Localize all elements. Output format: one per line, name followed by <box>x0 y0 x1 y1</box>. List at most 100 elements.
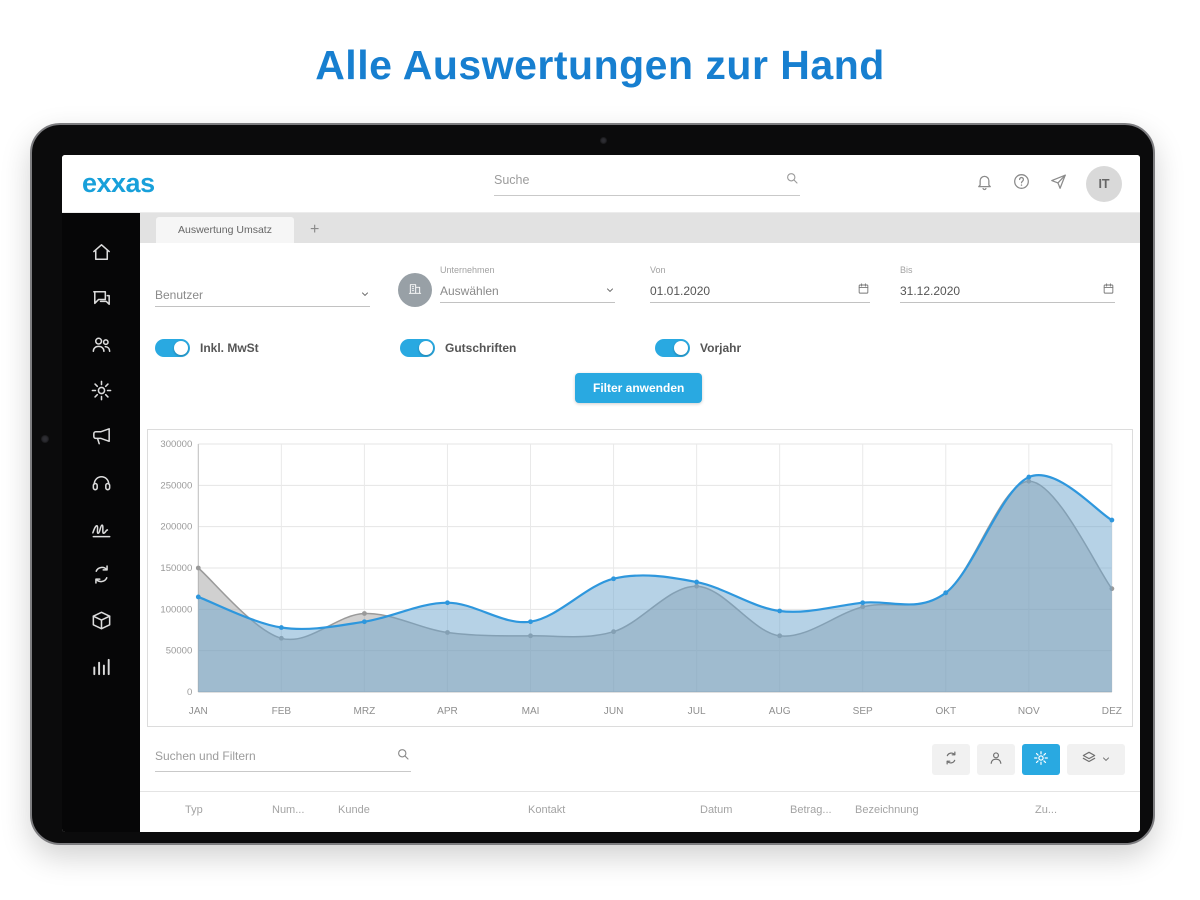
list-toolbar-buttons <box>932 743 1125 775</box>
column-header-kunde[interactable]: Kunde <box>338 804 370 816</box>
column-header-kontakt[interactable]: Kontakt <box>528 804 566 816</box>
list-search-input[interactable]: Suchen und Filtern <box>155 747 411 772</box>
toggle-switch[interactable] <box>400 339 435 357</box>
topbar-actions: IT <box>975 155 1122 213</box>
search-icon <box>785 171 800 189</box>
svg-text:NOV: NOV <box>1018 706 1040 717</box>
refresh-icon <box>943 750 959 769</box>
sidebar-item-signature[interactable] <box>90 517 113 540</box>
sidebar-item-products[interactable] <box>90 609 113 632</box>
add-tab-button[interactable]: + <box>309 221 320 238</box>
column-header-typ[interactable]: Typ <box>185 804 203 816</box>
tab-label: Auswertung Umsatz <box>178 224 272 236</box>
date-from-input[interactable]: 01.01.2020 <box>650 279 870 303</box>
unternehmen-select[interactable]: Auswählen <box>440 279 615 303</box>
layers-dropdown-button[interactable] <box>1067 743 1125 775</box>
benutzer-placeholder: Benutzer <box>155 288 204 302</box>
company-avatar <box>398 273 432 307</box>
toggle-inkl-mwst[interactable]: Inkl. MwSt <box>155 339 259 357</box>
svg-text:150000: 150000 <box>160 563 192 574</box>
toggle-gutschriften[interactable]: Gutschriften <box>400 339 516 357</box>
person-icon <box>988 750 1004 769</box>
svg-text:200000: 200000 <box>160 522 192 533</box>
search-icon <box>396 747 411 765</box>
filter-apply-button[interactable]: Filter anwenden <box>575 373 703 403</box>
help-icon[interactable] <box>1012 172 1031 196</box>
gear-icon <box>1033 750 1049 769</box>
revenue-chart-card: 0 50000 100000 150000 200000 250000 300000 JAN F… <box>147 429 1133 727</box>
date-to-input[interactable]: 31.12.2020 <box>900 279 1115 303</box>
app-screen: exxas Suche IT <box>62 155 1140 832</box>
sidebar-item-settings[interactable] <box>90 379 113 402</box>
headset-icon <box>90 476 113 498</box>
svg-text:100000: 100000 <box>160 604 192 615</box>
settings-filter-button[interactable] <box>1022 743 1060 775</box>
box-icon <box>90 611 113 636</box>
home-icon <box>90 244 113 268</box>
global-search-placeholder: Suche <box>494 173 530 187</box>
unternehmen-label: Unternehmen <box>440 265 495 275</box>
user-filter-button[interactable] <box>977 743 1015 775</box>
sidebar-item-sync[interactable] <box>90 563 113 586</box>
svg-text:50000: 50000 <box>166 646 193 657</box>
signature-icon <box>90 524 113 544</box>
date-from-group: Von 01.01.2020 <box>650 265 870 303</box>
contacts-icon <box>90 337 113 360</box>
bar-chart-icon <box>90 658 113 682</box>
sidebar-item-marketing[interactable] <box>90 425 113 448</box>
date-from-value: 01.01.2020 <box>650 284 711 298</box>
toggle-vorjahr[interactable]: Vorjahr <box>655 339 741 357</box>
svg-text:JAN: JAN <box>189 706 208 717</box>
svg-text:0: 0 <box>187 687 192 698</box>
revenue-chart: 0 50000 100000 150000 200000 250000 300000 JAN F… <box>148 430 1132 726</box>
sidebar-item-home[interactable] <box>90 241 113 264</box>
toggle-label: Vorjahr <box>700 341 742 355</box>
tab-bar: Auswertung Umsatz + <box>140 213 1140 243</box>
list-search-placeholder: Suchen und Filtern <box>155 748 256 763</box>
column-header-betrag[interactable]: Betrag... <box>790 804 832 816</box>
building-icon <box>407 280 423 301</box>
app-topbar: exxas Suche IT <box>62 155 1140 213</box>
svg-text:250000: 250000 <box>160 480 192 491</box>
toggle-switch[interactable] <box>155 339 190 357</box>
unternehmen-select-group: Unternehmen Auswählen <box>440 265 615 303</box>
exxas-logo[interactable]: exxas <box>82 168 155 198</box>
list-toolbar: Suchen und Filtern <box>140 741 1140 777</box>
sync-icon <box>90 565 113 590</box>
sidebar-item-support[interactable] <box>90 471 113 494</box>
toggle-switch[interactable] <box>655 339 690 357</box>
svg-text:OKT: OKT <box>935 706 956 717</box>
bell-icon[interactable] <box>975 172 994 196</box>
gear-icon <box>90 380 113 406</box>
tab-auswertung-umsatz[interactable]: Auswertung Umsatz <box>156 217 294 243</box>
announcement-icon[interactable] <box>1049 172 1068 196</box>
sidebar-item-contacts[interactable] <box>90 333 113 356</box>
sidebar-item-chat[interactable] <box>90 287 113 310</box>
global-search-input[interactable]: Suche <box>494 171 800 196</box>
calendar-icon <box>857 282 870 298</box>
user-avatar[interactable]: IT <box>1086 166 1122 202</box>
chevron-down-icon <box>1101 752 1111 767</box>
results-table-header: Typ Num... Kunde Kontakt Datum Betrag...… <box>140 791 1140 816</box>
benutzer-select[interactable]: Benutzer <box>155 283 370 307</box>
date-to-group: Bis 31.12.2020 <box>900 265 1115 303</box>
tablet-frame: exxas Suche IT <box>30 123 1155 845</box>
svg-text:SEP: SEP <box>853 706 873 717</box>
calendar-icon <box>1102 282 1115 298</box>
svg-text:APR: APR <box>437 706 458 717</box>
page-title: Alle Auswertungen zur Hand <box>315 42 885 88</box>
svg-text:300000: 300000 <box>160 439 192 450</box>
sidebar-item-reports[interactable] <box>90 655 113 678</box>
svg-text:DEZ: DEZ <box>1102 706 1122 717</box>
chat-icon <box>90 291 113 314</box>
svg-text:FEB: FEB <box>272 706 292 717</box>
avatar-initials: IT <box>1098 177 1110 191</box>
svg-text:MAI: MAI <box>522 706 540 717</box>
svg-text:JUN: JUN <box>604 706 624 717</box>
column-header-nummer[interactable]: Num... <box>272 804 305 816</box>
column-header-zu[interactable]: Zu... <box>1035 804 1058 816</box>
column-header-bezeichnung[interactable]: Bezeichnung <box>855 804 919 816</box>
refresh-button[interactable] <box>932 743 970 775</box>
app-sidebar <box>62 213 140 832</box>
column-header-datum[interactable]: Datum <box>700 804 733 816</box>
